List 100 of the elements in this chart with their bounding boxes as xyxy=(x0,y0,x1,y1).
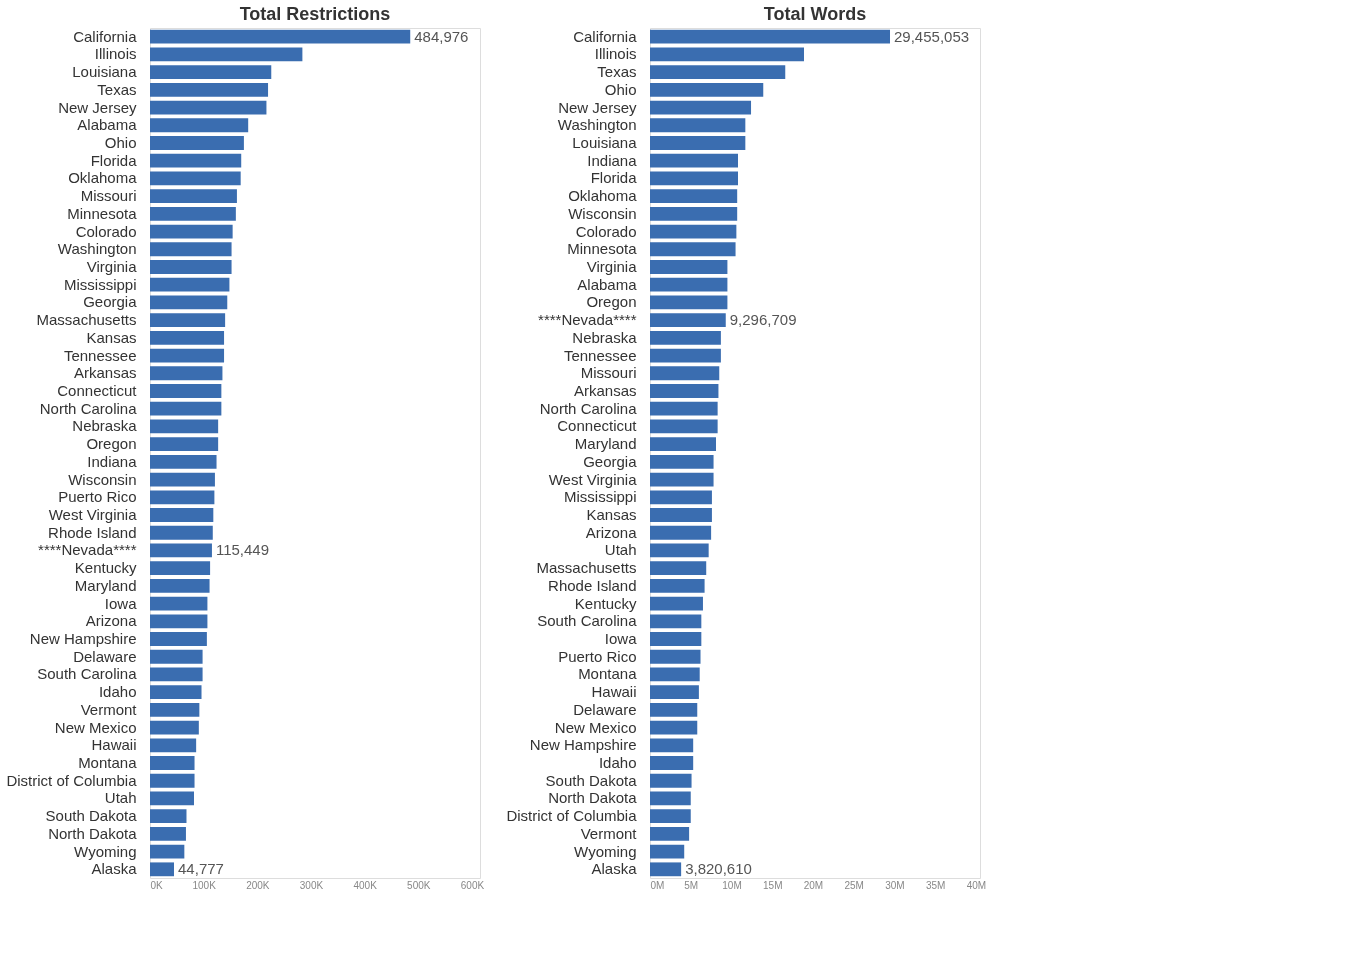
y-tick-label: Washington xyxy=(57,240,137,258)
bar xyxy=(650,756,694,770)
y-tick-label: Virginia xyxy=(86,257,138,275)
y-tick-label: Louisiana xyxy=(72,63,138,81)
y-tick-label: North Dakota xyxy=(48,824,138,842)
y-tick-label: Iowa xyxy=(104,594,138,612)
y-tick-label: Nebraska xyxy=(72,417,138,435)
y-tick-label: Mississippi xyxy=(563,488,637,506)
bar xyxy=(650,136,746,150)
y-tick-label: Ohio xyxy=(104,133,137,151)
bar xyxy=(650,667,700,682)
bar xyxy=(650,366,720,381)
bar xyxy=(150,313,226,328)
y-tick-label: Vermont xyxy=(580,824,638,842)
bar xyxy=(650,738,694,753)
y-tick-label: ****Nevada**** xyxy=(38,541,137,559)
bar xyxy=(150,242,232,257)
bar xyxy=(150,224,233,239)
y-tick-label: ****Nevada**** xyxy=(538,311,637,329)
y-tick-label: Mississippi xyxy=(63,275,137,293)
y-tick-label: Tennessee xyxy=(563,346,637,364)
bar xyxy=(150,791,194,806)
bar xyxy=(150,702,200,717)
y-tick-label: Virginia xyxy=(586,257,638,275)
bar xyxy=(650,224,737,239)
y-tick-label: Wyoming xyxy=(74,842,137,860)
y-tick-label: Indiana xyxy=(587,151,638,169)
y-tick-label: New Hampshire xyxy=(529,736,637,754)
bar xyxy=(650,773,692,788)
y-tick-label: Georgia xyxy=(83,293,138,311)
bar xyxy=(650,702,698,717)
bar xyxy=(650,29,890,44)
bar xyxy=(650,401,718,416)
y-tick-label: New Jersey xyxy=(58,98,137,116)
x-tick-label: 500K xyxy=(407,879,431,891)
bar xyxy=(150,330,225,345)
x-tick-label: 35M xyxy=(925,879,946,891)
x-tick-label: 600K xyxy=(460,879,485,891)
y-tick-label: Texas xyxy=(597,63,637,81)
y-tick-label: Idaho xyxy=(598,754,637,772)
y-tick-label: Massachusetts xyxy=(536,559,637,577)
x-tick-label: 0K xyxy=(150,879,164,891)
y-tick-label: Utah xyxy=(104,789,137,807)
bar xyxy=(150,118,249,133)
bar xyxy=(650,809,691,824)
y-tick-label: New Mexico xyxy=(54,718,137,736)
bar xyxy=(650,295,728,310)
y-tick-label: Maryland xyxy=(74,576,137,594)
bar xyxy=(650,313,726,328)
bar xyxy=(150,348,225,363)
bar xyxy=(650,242,736,257)
y-tick-label: Kansas xyxy=(86,328,137,346)
x-tick-label: 100K xyxy=(192,879,217,891)
x-tick-label: 200K xyxy=(246,879,270,891)
bar xyxy=(650,578,705,593)
y-tick-label: Texas xyxy=(97,80,137,98)
y-tick-label: Colorado xyxy=(75,222,137,240)
y-tick-label: Florida xyxy=(90,151,138,169)
y-tick-label: Maryland xyxy=(574,435,637,453)
x-tick-label: 15M xyxy=(763,879,783,891)
y-tick-label: District of Columbia xyxy=(506,807,638,825)
bar xyxy=(650,543,709,558)
y-tick-label: Wyoming xyxy=(574,842,637,860)
y-tick-label: Puerto Rico xyxy=(558,647,637,665)
bar xyxy=(150,47,303,62)
y-tick-label: Connecticut xyxy=(57,381,138,399)
bar xyxy=(150,295,228,310)
bar xyxy=(150,525,213,540)
bar xyxy=(650,277,728,292)
bar xyxy=(650,561,707,576)
bar xyxy=(150,844,185,859)
data-label: 29,455,053 xyxy=(894,27,970,45)
y-tick-label: Arkansas xyxy=(573,381,637,399)
bar xyxy=(650,720,698,735)
y-tick-label: Puerto Rico xyxy=(58,488,137,506)
bar xyxy=(650,65,786,80)
y-tick-label: North Carolina xyxy=(39,399,138,417)
bar xyxy=(650,171,738,186)
chart-title: Total Restrictions xyxy=(239,4,391,24)
bar xyxy=(150,401,222,416)
y-tick-label: Kentucky xyxy=(574,594,637,612)
y-tick-label: Kansas xyxy=(586,506,637,524)
bar xyxy=(150,472,215,487)
bar xyxy=(650,649,701,664)
bar xyxy=(150,171,241,186)
y-tick-label: West Virginia xyxy=(548,470,638,488)
y-tick-label: Wisconsin xyxy=(568,204,637,222)
y-tick-label: California xyxy=(573,27,638,45)
y-tick-label: Hawaii xyxy=(591,683,637,701)
y-tick-label: Oklahoma xyxy=(568,187,638,205)
bar xyxy=(150,366,223,381)
bar xyxy=(650,330,721,345)
bar xyxy=(150,756,195,770)
data-label: 115,449 xyxy=(215,541,270,559)
bar xyxy=(150,206,236,221)
data-label: 9,296,709 xyxy=(729,311,797,329)
y-tick-label: South Carolina xyxy=(537,612,638,630)
y-tick-label: District of Columbia xyxy=(6,771,138,789)
bar xyxy=(150,578,210,593)
bar xyxy=(650,791,691,806)
